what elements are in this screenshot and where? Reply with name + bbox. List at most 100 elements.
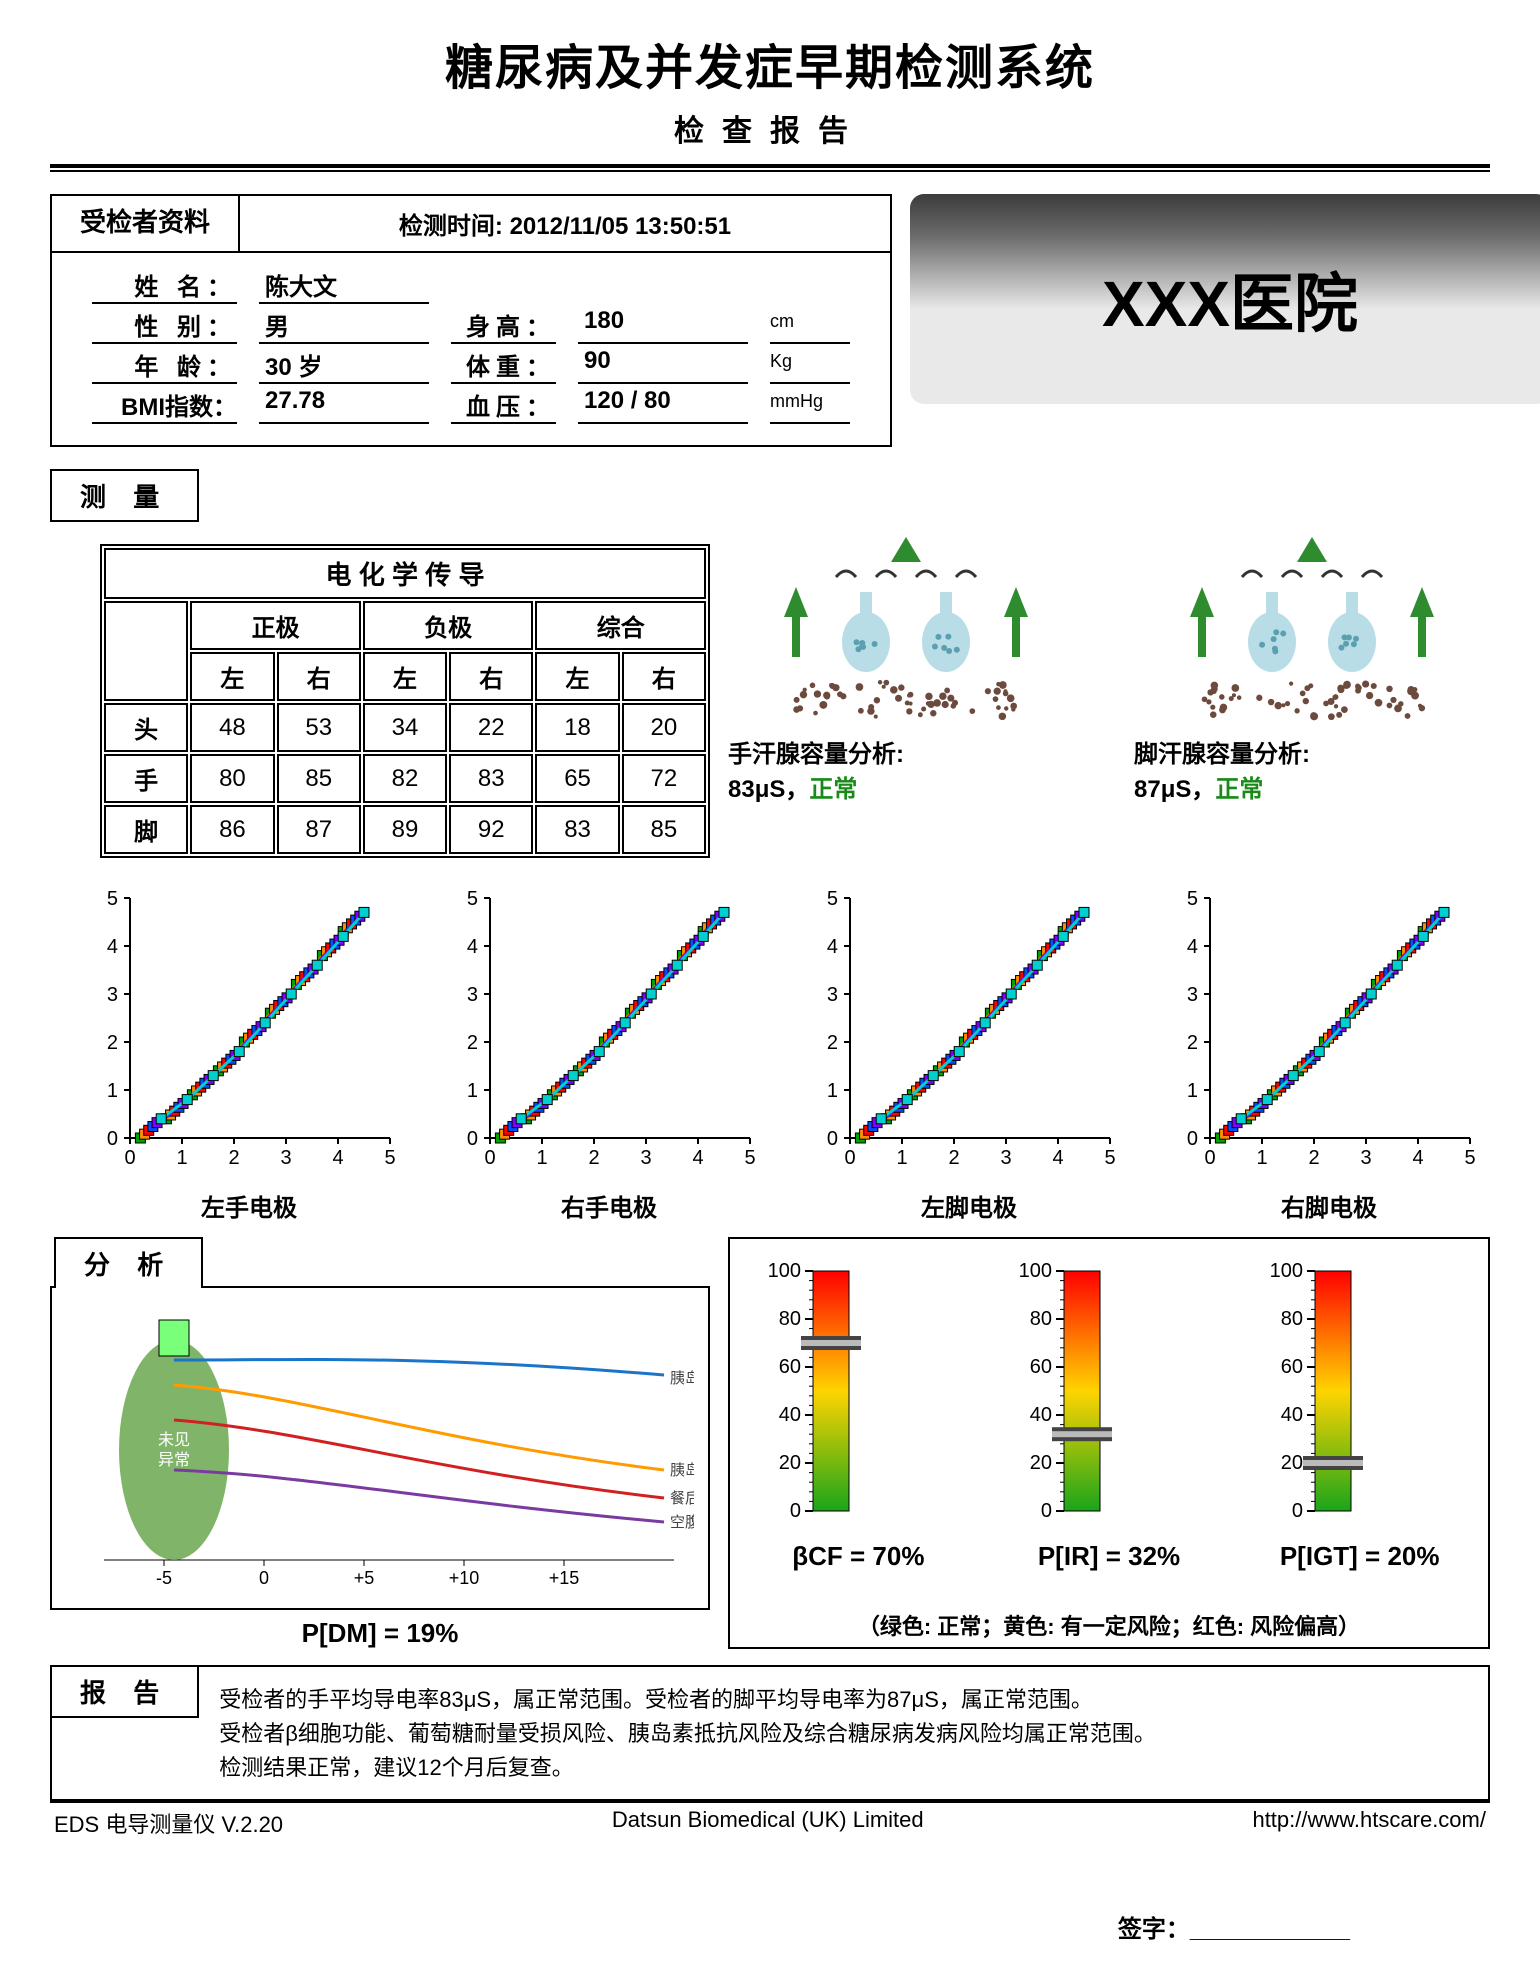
name-label: 姓 名： bbox=[92, 267, 237, 304]
svg-text:3: 3 bbox=[1360, 1147, 1371, 1169]
cell: 22 bbox=[449, 703, 533, 752]
report-text: 受检者的手平均导电率83μS，属正常范围。受检者的脚平均导电率为87μS，属正常… bbox=[199, 1667, 1488, 1785]
footer-right: http://www.htscare.com/ bbox=[1252, 1807, 1486, 1839]
svg-text:60: 60 bbox=[779, 1356, 801, 1378]
bp-value: 120 / 80 bbox=[578, 387, 748, 424]
electrode-chart: 012345012345右手电极 bbox=[444, 878, 774, 1223]
electrode-charts: 012345012345左手电极012345012345右手电极01234501… bbox=[84, 878, 1490, 1223]
bmi-label: BMI指数： bbox=[92, 387, 237, 424]
row-name: 手 bbox=[104, 754, 188, 803]
analysis-panel: 分 析 -50+5+10+15未见异常胰岛素抵抗胰岛素分泌餐后血糖空腹血糖 P[… bbox=[50, 1237, 710, 1649]
colgroup-2: 综合 bbox=[535, 601, 706, 650]
cell: 82 bbox=[363, 754, 447, 803]
electrode-chart-label: 左手电极 bbox=[84, 1188, 414, 1223]
svg-text:4: 4 bbox=[467, 936, 478, 958]
svg-text:3: 3 bbox=[827, 984, 838, 1006]
svg-text:3: 3 bbox=[107, 984, 118, 1006]
footer-mid: Datsun Biomedical (UK) Limited bbox=[612, 1807, 924, 1839]
rule-thick bbox=[50, 164, 1490, 168]
cell: 86 bbox=[190, 805, 274, 854]
row-name: 头 bbox=[104, 703, 188, 752]
svg-text:5: 5 bbox=[384, 1147, 395, 1169]
subcol: 左 bbox=[535, 652, 619, 701]
svg-text:0: 0 bbox=[1204, 1147, 1215, 1169]
svg-text:80: 80 bbox=[1280, 1308, 1302, 1330]
svg-text:2: 2 bbox=[107, 1032, 118, 1054]
signature-label: 签字： bbox=[1118, 1916, 1190, 1943]
cell: 18 bbox=[535, 703, 619, 752]
svg-text:0: 0 bbox=[259, 1568, 269, 1588]
sex-label: 性 别： bbox=[92, 307, 237, 344]
svg-text:1: 1 bbox=[467, 1080, 478, 1102]
svg-text:异常: 异常 bbox=[158, 1451, 190, 1469]
sex-value: 男 bbox=[259, 307, 429, 344]
svg-text:0: 0 bbox=[844, 1147, 855, 1169]
gauge-label: P[IR] = 32% bbox=[991, 1541, 1228, 1572]
cell: 34 bbox=[363, 703, 447, 752]
cell: 83 bbox=[535, 805, 619, 854]
cell: 20 bbox=[622, 703, 706, 752]
svg-text:2: 2 bbox=[948, 1147, 959, 1169]
svg-text:2: 2 bbox=[827, 1032, 838, 1054]
svg-text:5: 5 bbox=[467, 888, 478, 910]
svg-text:0: 0 bbox=[827, 1128, 838, 1150]
svg-text:0: 0 bbox=[1292, 1500, 1303, 1522]
svg-text:4: 4 bbox=[107, 936, 118, 958]
subcol: 右 bbox=[449, 652, 533, 701]
svg-text:0: 0 bbox=[1041, 1500, 1052, 1522]
gland-hand-status: 正常 bbox=[809, 776, 857, 803]
svg-text:80: 80 bbox=[779, 1308, 801, 1330]
svg-text:4: 4 bbox=[692, 1147, 703, 1169]
gauges-panel: 020406080100βCF = 70%020406080100P[IR] =… bbox=[728, 1237, 1490, 1649]
svg-text:+15: +15 bbox=[549, 1568, 580, 1588]
patient-panel: 受检者资料 检测时间: 2012/11/05 13:50:51 姓 名： 陈大文… bbox=[50, 194, 892, 447]
svg-text:3: 3 bbox=[1000, 1147, 1011, 1169]
report-line3: 检测结果正常，建议12个月后复查。 bbox=[219, 1751, 1468, 1785]
svg-text:5: 5 bbox=[1187, 888, 1198, 910]
name-value: 陈大文 bbox=[259, 267, 429, 304]
svg-text:60: 60 bbox=[1280, 1356, 1302, 1378]
svg-text:0: 0 bbox=[1187, 1128, 1198, 1150]
svg-text:1: 1 bbox=[827, 1080, 838, 1102]
gauge: 020406080100βCF = 70% bbox=[740, 1251, 977, 1599]
svg-text:0: 0 bbox=[107, 1128, 118, 1150]
weight-unit: Kg bbox=[770, 347, 850, 384]
svg-text:未见: 未见 bbox=[158, 1431, 190, 1449]
electrode-chart: 012345012345左脚电极 bbox=[804, 878, 1134, 1223]
hospital-badge: XXX医院 bbox=[910, 194, 1540, 404]
detect-time-label: 检测时间: bbox=[399, 213, 503, 240]
echem-table: 电 化 学 传 导 正极 负极 综合 左右左右左右 头485334221820手… bbox=[100, 544, 710, 858]
svg-text:4: 4 bbox=[332, 1147, 343, 1169]
svg-text:40: 40 bbox=[779, 1404, 801, 1426]
gland-hand: 手汗腺容量分析: 83μS，正常 bbox=[728, 532, 1084, 804]
bp-label: 血压： bbox=[451, 387, 556, 424]
bmi-value: 27.78 bbox=[259, 387, 429, 424]
gland-foot: 脚汗腺容量分析: 87μS，正常 bbox=[1134, 532, 1490, 804]
gauge: 020406080100P[IR] = 32% bbox=[991, 1251, 1228, 1599]
cell: 65 bbox=[535, 754, 619, 803]
echem-title: 电 化 学 传 导 bbox=[104, 548, 706, 599]
svg-text:60: 60 bbox=[1030, 1356, 1052, 1378]
tab-report: 报 告 bbox=[52, 1667, 199, 1718]
tab-analysis: 分 析 bbox=[54, 1237, 203, 1288]
svg-text:100: 100 bbox=[1019, 1260, 1052, 1282]
gland-foot-val: 87μS， bbox=[1134, 776, 1215, 803]
svg-text:5: 5 bbox=[827, 888, 838, 910]
svg-text:0: 0 bbox=[124, 1147, 135, 1169]
height-label: 身高： bbox=[451, 307, 556, 344]
svg-text:100: 100 bbox=[768, 1260, 801, 1282]
weight-label: 体重： bbox=[451, 347, 556, 384]
analysis-chart: -50+5+10+15未见异常胰岛素抵抗胰岛素分泌餐后血糖空腹血糖 bbox=[64, 1300, 694, 1590]
report-line2: 受检者β细胞功能、葡萄糖耐量受损风险、胰岛素抵抗风险及综合糖尿病发病风险均属正常… bbox=[219, 1717, 1468, 1751]
svg-text:80: 80 bbox=[1030, 1308, 1052, 1330]
gauge-label: P[IGT] = 20% bbox=[1241, 1541, 1478, 1572]
subcol: 左 bbox=[190, 652, 274, 701]
gland-foot-status: 正常 bbox=[1215, 776, 1263, 803]
svg-text:5: 5 bbox=[1464, 1147, 1475, 1169]
svg-text:胰岛素抵抗: 胰岛素抵抗 bbox=[670, 1370, 694, 1387]
gland-foot-label: 脚汗腺容量分析: bbox=[1134, 734, 1490, 769]
electrode-chart-label: 左脚电极 bbox=[804, 1188, 1134, 1223]
tab-measure: 测 量 bbox=[50, 469, 199, 522]
svg-text:+10: +10 bbox=[449, 1568, 480, 1588]
svg-text:+5: +5 bbox=[354, 1568, 375, 1588]
